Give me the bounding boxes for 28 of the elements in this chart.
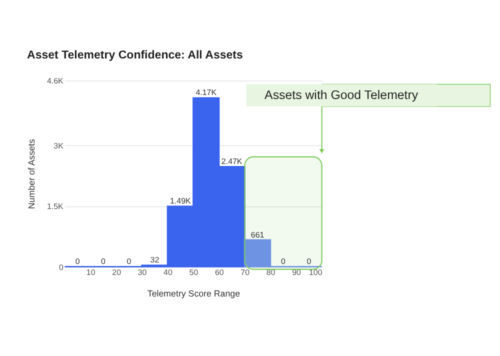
data-label: 661 bbox=[250, 230, 265, 240]
x-tick-label: 20 bbox=[112, 268, 122, 278]
y-tick-label: 0 bbox=[58, 262, 64, 272]
data-label: 0 bbox=[101, 257, 106, 266]
data-label: 0 bbox=[75, 257, 80, 266]
x-axis-title: Telemetry Score Range bbox=[147, 288, 240, 298]
y-tick-label: 1.5K bbox=[46, 202, 64, 212]
data-label: 0 bbox=[126, 257, 132, 266]
x-tick-label: 70 bbox=[240, 268, 250, 278]
x-tick-label: 10 bbox=[86, 268, 96, 278]
data-label: 4.17K bbox=[196, 88, 218, 98]
data-label: 1.49K bbox=[170, 196, 192, 206]
data-label: 2.47K bbox=[221, 157, 243, 166]
x-tick-label: 100 bbox=[308, 268, 323, 278]
x-tick-label: 60 bbox=[214, 268, 224, 278]
x-tick-label: 90 bbox=[292, 268, 302, 278]
chart-title: Asset Telemetry Confidence: All Assets bbox=[27, 49, 243, 62]
data-label: 0 bbox=[281, 257, 286, 266]
y-tick-label: 4.6K bbox=[46, 76, 64, 86]
x-tick-label: 50 bbox=[189, 268, 199, 278]
band-label: Assets with Good Telemetry bbox=[264, 88, 419, 102]
y-axis-title: Number of Assets bbox=[26, 138, 37, 209]
data-label: 32 bbox=[150, 256, 160, 265]
y-tick-label: 3K bbox=[54, 141, 64, 150]
data-label: 0 bbox=[306, 257, 312, 266]
x-tick-label: 80 bbox=[266, 268, 276, 278]
x-tick-label: 40 bbox=[164, 268, 173, 278]
x-tick-label: 30 bbox=[138, 268, 148, 278]
